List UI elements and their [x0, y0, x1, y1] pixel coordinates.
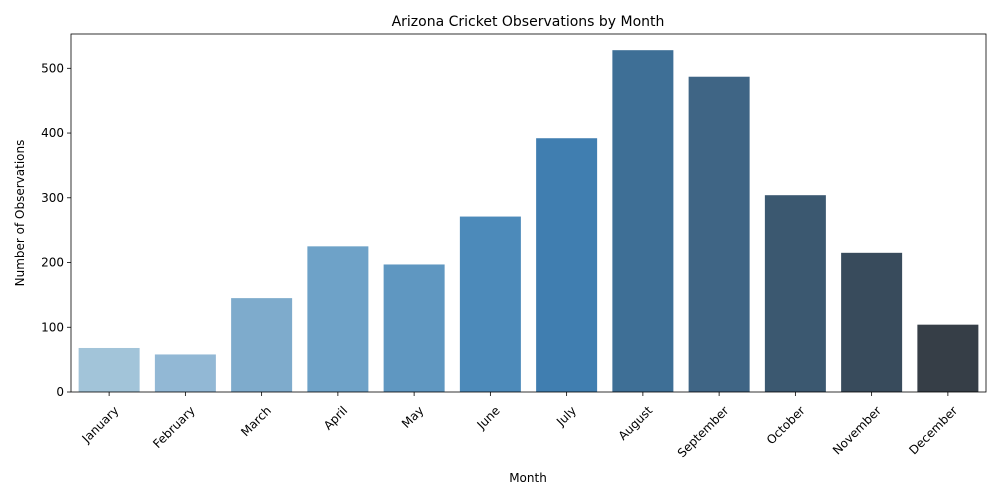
y-axis-label: Number of Observations	[13, 140, 27, 287]
bar-april	[307, 246, 369, 392]
bar-january	[78, 347, 140, 392]
x-tick-label: December	[906, 403, 960, 457]
bar-july	[536, 138, 598, 392]
y-tick-label: 400	[41, 126, 64, 140]
bar-august	[612, 50, 674, 392]
x-tick-label: July	[553, 403, 579, 429]
bar-october	[764, 195, 826, 392]
x-axis-ticks: January February March April May June July Augu…	[79, 392, 960, 460]
y-axis-ticks: 0 100 200 300 400 500	[41, 61, 71, 399]
bar-february	[154, 354, 216, 392]
bars-group	[78, 50, 979, 393]
y-tick-label: 0	[56, 385, 64, 399]
bar-march	[231, 298, 293, 392]
x-tick-label: August	[616, 403, 656, 443]
x-tick-label: February	[150, 403, 198, 451]
x-tick-label: October	[764, 403, 808, 447]
bar-september	[688, 76, 750, 393]
x-tick-label: January	[79, 403, 122, 446]
x-tick-label: May	[399, 403, 426, 430]
bar-november	[841, 252, 903, 392]
bar-december	[917, 324, 979, 392]
x-axis-label: Month	[509, 471, 547, 485]
x-tick-label: November	[830, 403, 884, 457]
y-tick-label: 100	[41, 320, 64, 334]
y-tick-label: 200	[41, 256, 64, 270]
x-tick-label: April	[321, 403, 350, 432]
y-tick-label: 500	[41, 61, 64, 75]
bar-may	[383, 264, 445, 392]
plot-frame	[70, 33, 987, 393]
x-tick-label: March	[238, 403, 274, 439]
y-tick-label: 300	[41, 191, 64, 205]
chart-title: Arizona Cricket Observations by Month	[392, 14, 665, 30]
bar-june	[459, 216, 521, 392]
x-tick-label: September	[675, 403, 732, 460]
x-tick-label: June	[474, 403, 503, 432]
